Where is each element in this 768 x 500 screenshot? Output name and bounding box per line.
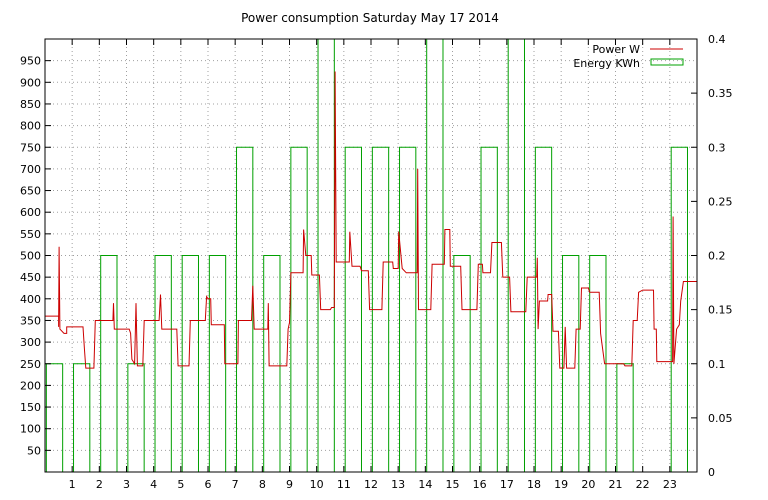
energy-box xyxy=(616,363,634,472)
power-line xyxy=(45,71,698,369)
energy-box xyxy=(317,38,335,472)
legend-energy-swatch xyxy=(650,58,684,66)
energy-box xyxy=(154,255,172,472)
y-left-tick-label: 950 xyxy=(20,55,41,68)
energy-box xyxy=(45,363,64,472)
energy-box xyxy=(73,363,91,472)
energy-box xyxy=(453,255,471,472)
y-left-tick-label: 550 xyxy=(20,228,41,241)
y-left-tick-label: 850 xyxy=(20,98,41,111)
energy-box xyxy=(480,146,498,472)
x-tick-label: 22 xyxy=(636,478,650,491)
y-left-tick-label: 450 xyxy=(20,271,41,284)
x-tick-label: 6 xyxy=(205,478,212,491)
y-right-tick-label: 0 xyxy=(708,466,715,479)
x-tick-label: 20 xyxy=(581,478,595,491)
y-left-tick-label: 300 xyxy=(20,336,41,349)
energy-box xyxy=(507,38,525,472)
y-right-tick-label: 0.15 xyxy=(708,304,733,317)
x-tick-label: 5 xyxy=(177,478,184,491)
energy-box xyxy=(236,146,254,472)
x-tick-label: 8 xyxy=(259,478,266,491)
x-tick-label: 10 xyxy=(310,478,324,491)
y-right-tick-label: 0.35 xyxy=(708,87,733,100)
x-tick-label: 17 xyxy=(500,478,514,491)
y-right-tick-label: 0.1 xyxy=(708,358,726,371)
y-left-tick-label: 350 xyxy=(20,314,41,327)
axis-ticks: 1 2 3 4 5 6 7 8 9 10 11 12 13 14 15 16 17 18 19 20 21 22 23501… xyxy=(20,33,733,491)
energy-box xyxy=(344,146,362,472)
energy-box xyxy=(290,146,308,472)
x-tick-label: 3 xyxy=(123,478,130,491)
x-tick-label: 14 xyxy=(418,478,432,491)
x-tick-label: 21 xyxy=(609,478,623,491)
y-left-tick-label: 50 xyxy=(27,444,41,457)
energy-box xyxy=(562,255,580,472)
x-tick-label: 11 xyxy=(337,478,351,491)
y-left-tick-label: 100 xyxy=(20,423,41,436)
x-tick-label: 12 xyxy=(364,478,378,491)
x-tick-label: 23 xyxy=(663,478,677,491)
energy-box xyxy=(670,146,688,472)
energy-box xyxy=(534,146,553,472)
y-right-tick-label: 0.25 xyxy=(708,195,733,208)
x-tick-label: 13 xyxy=(391,478,405,491)
energy-box xyxy=(181,255,199,472)
x-tick-label: 15 xyxy=(446,478,460,491)
energy-box xyxy=(127,363,145,472)
y-left-tick-label: 400 xyxy=(20,293,41,306)
energy-box xyxy=(263,255,281,472)
legend-power-label: Power W xyxy=(592,43,640,56)
legend: Power W Energy KWh xyxy=(573,43,684,70)
y-left-tick-label: 600 xyxy=(20,206,41,219)
x-tick-label: 16 xyxy=(473,478,487,491)
energy-series xyxy=(45,38,688,472)
y-left-tick-label: 800 xyxy=(20,120,41,133)
x-tick-label: 4 xyxy=(150,478,157,491)
y-right-tick-label: 0.2 xyxy=(708,250,726,263)
x-tick-label: 19 xyxy=(554,478,568,491)
y-left-tick-label: 200 xyxy=(20,379,41,392)
x-tick-label: 9 xyxy=(286,478,293,491)
y-right-tick-label: 0.4 xyxy=(708,33,726,46)
x-tick-label: 7 xyxy=(232,478,239,491)
y-left-tick-label: 700 xyxy=(20,163,41,176)
energy-box xyxy=(100,255,118,472)
legend-energy-label: Energy KWh xyxy=(573,57,640,70)
y-left-tick-label: 900 xyxy=(20,76,41,89)
x-tick-label: 1 xyxy=(69,478,76,491)
y-left-tick-label: 250 xyxy=(20,358,41,371)
y-left-tick-label: 650 xyxy=(20,185,41,198)
x-tick-label: 18 xyxy=(527,478,541,491)
y-left-tick-label: 150 xyxy=(20,401,41,414)
y-left-tick-label: 750 xyxy=(20,141,41,154)
y-right-tick-label: 0.05 xyxy=(708,412,733,425)
y-right-tick-label: 0.3 xyxy=(708,141,726,154)
y-left-tick-label: 500 xyxy=(20,250,41,263)
chart-title: Power consumption Saturday May 17 2014 xyxy=(241,11,499,25)
power-series xyxy=(45,71,698,369)
energy-box xyxy=(399,146,417,472)
x-tick-label: 2 xyxy=(96,478,103,491)
